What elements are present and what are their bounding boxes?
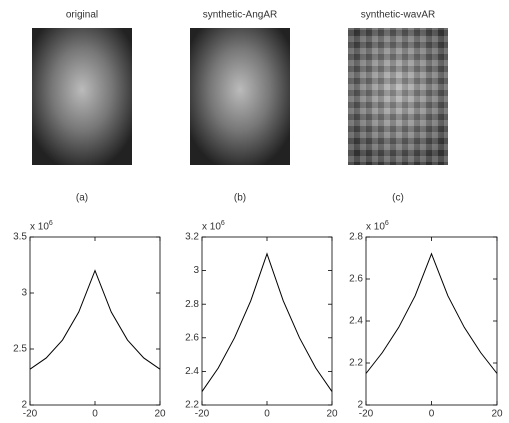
- photo-overlay: [348, 28, 448, 165]
- x-tick-label: -20: [23, 409, 38, 420]
- x-tick-label: -20: [359, 409, 374, 420]
- y-tick-label: 2.5: [13, 344, 27, 355]
- scale-exponent: 6: [49, 220, 53, 227]
- y-tick-label: 2.2: [349, 358, 363, 369]
- image-title: original: [66, 10, 98, 21]
- y-tick-label: 3.2: [185, 232, 199, 243]
- scale-exponent: 6: [221, 220, 225, 227]
- x-tick-label: 20: [491, 409, 503, 420]
- x-tick-label: 20: [326, 409, 338, 420]
- y-tick-label: 2.2: [185, 400, 199, 411]
- y-tick-label: 2.4: [349, 316, 363, 327]
- image-caption: (c): [392, 193, 404, 204]
- image-title: synthetic-wavAR: [361, 10, 435, 21]
- scale-exponent: 6: [385, 220, 389, 227]
- y-tick-label: 2.6: [185, 332, 199, 343]
- image-caption: (a): [76, 193, 88, 204]
- x-tick-label: 20: [154, 409, 166, 420]
- scale-label: x 106: [30, 220, 53, 233]
- plot-frame: [365, 236, 498, 406]
- y-tick-label: 2.4: [185, 366, 199, 377]
- y-tick-label: 2.6: [349, 274, 363, 285]
- image-title: synthetic-AngAR: [203, 10, 277, 21]
- plot-frame: [29, 236, 161, 406]
- y-tick-label: 2: [357, 400, 363, 411]
- line: [29, 269, 161, 370]
- y-tick-label: 2.8: [185, 299, 199, 310]
- line: [201, 252, 333, 392]
- line: [365, 252, 498, 374]
- y-tick-label: 2: [21, 400, 27, 411]
- scale-label: x 106: [366, 220, 389, 233]
- x-tick-label: 0: [429, 409, 435, 420]
- image-caption: (b): [234, 193, 246, 204]
- photo: [190, 28, 290, 165]
- y-tick-label: 3: [21, 288, 27, 299]
- x-tick-label: 0: [264, 409, 270, 420]
- x-tick-label: 0: [92, 409, 98, 420]
- x-tick-label: -20: [195, 409, 210, 420]
- y-tick-label: 3.5: [13, 232, 27, 243]
- y-tick-label: 3: [193, 265, 199, 276]
- scale-label: x 106: [202, 220, 225, 233]
- y-tick-label: 2.8: [349, 232, 363, 243]
- photo: [32, 28, 132, 165]
- plot-frame: [201, 236, 333, 406]
